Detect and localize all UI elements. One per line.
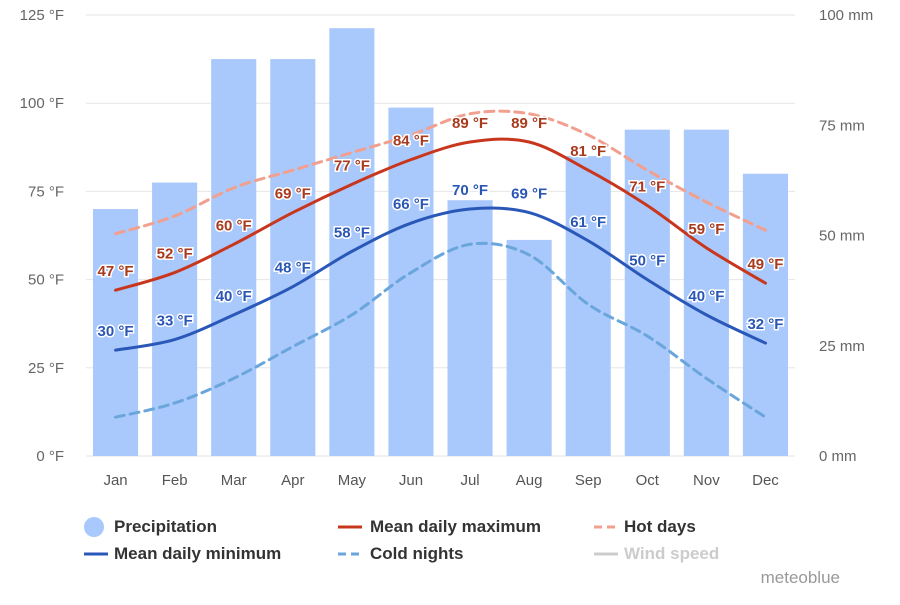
left-tick-label: 75 °F (28, 183, 64, 200)
right-tick-label: 50 mm (819, 228, 865, 245)
mean-daily-maximum-data-label: 49 °F (747, 256, 783, 273)
mean-daily-minimum-data-label: 32 °F (747, 316, 783, 333)
precipitation-bar (447, 200, 493, 456)
max-line-swatch-icon (338, 525, 362, 529)
cold-nights-swatch-icon (338, 552, 362, 556)
mean-daily-minimum-data-label: 70 °F (452, 182, 488, 199)
mean-daily-maximum-data-label: 89 °F (452, 115, 488, 132)
hot-days-line (114, 109, 767, 236)
x-tick-label: Feb (162, 472, 188, 489)
hot-days-swatch-icon (594, 525, 618, 529)
x-tick-label: May (338, 472, 367, 489)
mean-daily-maximum-data-label: 77 °F (334, 157, 370, 174)
precipitation-bar (683, 129, 729, 456)
right-tick-label: 75 mm (819, 117, 865, 134)
precipitation-bar (624, 129, 670, 456)
precipitation-bar (506, 239, 552, 456)
precipitation-bar (211, 59, 257, 456)
x-tick-label: Dec (752, 472, 779, 489)
right-tick-label: 25 mm (819, 338, 865, 355)
precipitation-swatch-icon (84, 517, 104, 537)
min-line-swatch-icon (84, 552, 108, 556)
legend-mean-daily-minimum-label: Mean daily minimum (114, 544, 282, 563)
x-tick-label: Nov (693, 472, 720, 489)
left-tick-label: 125 °F (20, 7, 64, 24)
mean-daily-maximum-data-label: 71 °F (629, 179, 665, 196)
mean-daily-minimum-data-label: 48 °F (275, 260, 311, 277)
x-tick-label: Aug (516, 472, 543, 489)
mean-daily-minimum-line (114, 206, 767, 352)
mean-daily-maximum-data-label: 47 °F (98, 263, 134, 280)
legend-precipitation-label: Precipitation (114, 517, 217, 536)
precipitation-bar (742, 173, 788, 456)
legend-mean-daily-maximum[interactable]: Mean daily maximum (338, 517, 541, 537)
cold-nights-line (114, 241, 767, 419)
precipitation-bar (152, 182, 198, 456)
mean-daily-maximum-data-label: 52 °F (157, 246, 193, 263)
legend-cold-nights-label: Cold nights (370, 544, 464, 563)
mean-daily-maximum-data-label: 84 °F (393, 133, 429, 150)
mean-daily-maximum-data-label: 60 °F (216, 217, 252, 234)
precipitation-bar (270, 59, 316, 456)
left-tick-label: 0 °F (36, 448, 64, 465)
mean-daily-minimum-data-label: 33 °F (157, 313, 193, 330)
x-tick-label: Apr (281, 472, 304, 489)
mean-daily-minimum-data-label: 61 °F (570, 214, 606, 231)
x-tick-label: Jul (460, 472, 479, 489)
legend-mean-daily-maximum-label: Mean daily maximum (370, 517, 542, 536)
mean-daily-maximum-data-label: 81 °F (570, 143, 606, 160)
legend-wind-speed[interactable]: Wind speed (594, 544, 719, 564)
legend-hot-days-label: Hot days (624, 517, 696, 536)
mean-daily-maximum-data-label: 69 °F (275, 186, 311, 203)
right-tick-label: 100 mm (819, 7, 873, 24)
mean-daily-minimum-data-label: 58 °F (334, 224, 370, 241)
mean-daily-minimum-data-label: 50 °F (629, 253, 665, 270)
legend-precipitation[interactable]: Precipitation (84, 517, 217, 537)
left-tick-label: 50 °F (28, 272, 64, 289)
mean-daily-minimum-data-label: 66 °F (393, 196, 429, 213)
right-tick-label: 0 mm (819, 448, 857, 465)
wind-speed-swatch-icon (594, 552, 618, 556)
mean-daily-maximum-data-label: 89 °F (511, 115, 547, 132)
legend-mean-daily-minimum[interactable]: Mean daily minimum (84, 544, 281, 564)
precipitation-bar (565, 156, 611, 456)
mean-daily-minimum-data-label: 30 °F (98, 323, 134, 340)
mean-daily-maximum-line (114, 137, 767, 292)
left-tick-label: 100 °F (20, 95, 64, 112)
x-tick-label: Jun (399, 472, 423, 489)
legend-cold-nights[interactable]: Cold nights (338, 544, 463, 564)
x-tick-label: Sep (575, 472, 602, 489)
legend-wind-speed-label: Wind speed (624, 544, 720, 563)
x-tick-label: Oct (636, 472, 660, 489)
left-tick-label: 25 °F (28, 360, 64, 377)
mean-daily-minimum-data-label: 69 °F (511, 186, 547, 203)
mean-daily-minimum-data-label: 40 °F (688, 288, 724, 305)
mean-daily-maximum-data-label: 59 °F (688, 221, 724, 238)
x-tick-label: Mar (221, 472, 247, 489)
brand-label: meteoblue (760, 568, 840, 587)
mean-daily-minimum-data-label: 40 °F (216, 288, 252, 305)
legend-hot-days[interactable]: Hot days (594, 517, 696, 537)
x-tick-label: Jan (103, 472, 127, 489)
